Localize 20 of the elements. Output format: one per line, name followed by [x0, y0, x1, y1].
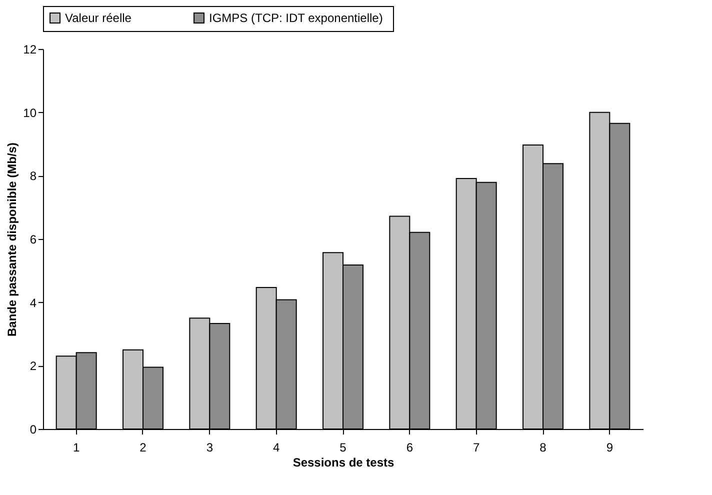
- y-axis-title: Bande passante disponible (Mb/s): [5, 142, 20, 337]
- x-tick-label: 8: [540, 440, 547, 454]
- y-tick-label: 6: [30, 232, 37, 246]
- y-tick-label: 12: [23, 42, 37, 56]
- y-tick-label: 10: [23, 106, 37, 120]
- x-tick-label: 5: [340, 440, 347, 454]
- y-tick-label: 4: [30, 296, 37, 310]
- y-tick-label: 0: [30, 422, 37, 436]
- x-tick-label: 4: [272, 440, 280, 454]
- x-tick-label: 1: [72, 440, 80, 454]
- x-tick-label: 2: [140, 440, 147, 454]
- y-tick-label: 8: [30, 169, 37, 184]
- legend-label: Valeur réelle: [65, 11, 132, 25]
- x-tick-label: 9: [606, 440, 614, 454]
- x-axis-title: Sessions de tests: [292, 456, 395, 470]
- x-tick-label: 7: [472, 440, 480, 454]
- x-tick-label: 3: [206, 440, 214, 454]
- legend-label: IGMPS (TCP: IDT exponentielle): [209, 11, 383, 25]
- x-tick-label: 6: [406, 440, 414, 454]
- y-tick-label: 2: [30, 359, 37, 374]
